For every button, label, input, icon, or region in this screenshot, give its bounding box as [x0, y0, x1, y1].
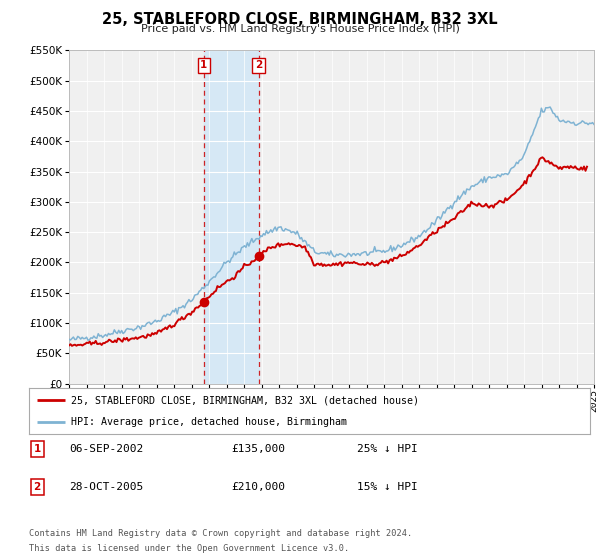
Text: 25% ↓ HPI: 25% ↓ HPI [357, 444, 418, 454]
Text: 15% ↓ HPI: 15% ↓ HPI [357, 482, 418, 492]
Text: 1: 1 [200, 60, 208, 71]
Text: 1: 1 [34, 444, 41, 454]
Text: £135,000: £135,000 [231, 444, 285, 454]
Text: 25, STABLEFORD CLOSE, BIRMINGHAM, B32 3XL: 25, STABLEFORD CLOSE, BIRMINGHAM, B32 3X… [102, 12, 498, 27]
Text: 25, STABLEFORD CLOSE, BIRMINGHAM, B32 3XL (detached house): 25, STABLEFORD CLOSE, BIRMINGHAM, B32 3X… [71, 395, 419, 405]
Text: Contains HM Land Registry data © Crown copyright and database right 2024.: Contains HM Land Registry data © Crown c… [29, 529, 412, 538]
Text: 2: 2 [34, 482, 41, 492]
Bar [204, 50, 259, 384]
Text: 06-SEP-2002: 06-SEP-2002 [69, 444, 143, 454]
Text: 28-OCT-2005: 28-OCT-2005 [69, 482, 143, 492]
Text: HPI: Average price, detached house, Birmingham: HPI: Average price, detached house, Birm… [71, 417, 347, 427]
Text: 2: 2 [255, 60, 262, 71]
Text: £210,000: £210,000 [231, 482, 285, 492]
Text: This data is licensed under the Open Government Licence v3.0.: This data is licensed under the Open Gov… [29, 544, 349, 553]
Text: Price paid vs. HM Land Registry's House Price Index (HPI): Price paid vs. HM Land Registry's House … [140, 24, 460, 34]
